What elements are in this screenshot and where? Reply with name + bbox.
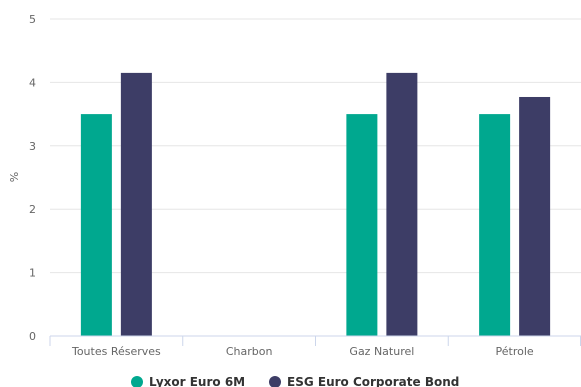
x-tick-label: Pétrole — [496, 345, 534, 358]
x-tick-label: Charbon — [226, 345, 273, 358]
bar-series-1[interactable] — [479, 114, 511, 336]
y-tick-label: 0 — [29, 330, 36, 343]
legend-marker — [269, 376, 281, 387]
legend-item[interactable]: ESG Euro Corporate Bond — [269, 375, 459, 387]
legend[interactable]: Lyxor Euro 6M ESG Euro Corporate Bond — [131, 375, 459, 387]
legend-marker — [131, 376, 143, 387]
legend-label: ESG Euro Corporate Bond — [287, 375, 459, 387]
y-axis: 0 1 2 3 4 5 — [29, 13, 36, 343]
y-tick-label: 3 — [29, 140, 36, 153]
legend-label: Lyxor Euro 6M — [149, 375, 245, 387]
y-axis-title: % — [8, 172, 21, 182]
bar-series-2[interactable] — [519, 96, 551, 337]
bar-series-1[interactable] — [346, 114, 378, 336]
y-tick-label: 5 — [29, 13, 36, 26]
bars — [80, 72, 551, 337]
y-tick-label: 1 — [29, 267, 36, 280]
bar-series-2[interactable] — [120, 72, 152, 336]
x-tick-label: Toutes Réserves — [71, 345, 161, 358]
y-tick-label: 2 — [29, 203, 36, 216]
legend-item[interactable]: Lyxor Euro 6M — [131, 375, 245, 387]
y-tick-label: 4 — [29, 76, 36, 89]
x-tick-label: Gaz Naturel — [349, 345, 414, 358]
x-axis: Toutes Réserves Charbon Gaz Naturel Pétrole — [49, 335, 581, 358]
bar-series-2[interactable] — [386, 72, 418, 336]
bar-series-1[interactable] — [80, 114, 112, 336]
